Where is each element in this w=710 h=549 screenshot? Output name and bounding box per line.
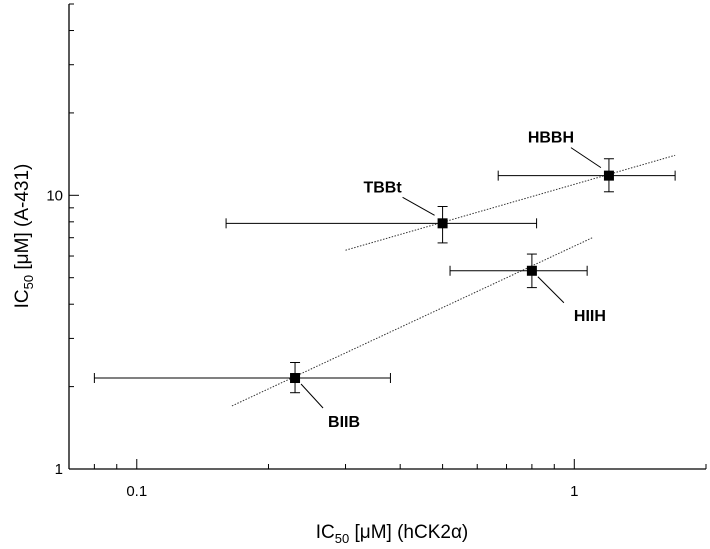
axes: 0.1 1 1 10	[46, 3, 707, 500]
data-point-group: HIIH	[449, 253, 606, 325]
label-leader-line	[402, 196, 435, 216]
trend-line	[345, 154, 676, 251]
data-point-group: HBBH	[497, 130, 676, 193]
point-label: HIIH	[574, 308, 606, 325]
point-label: TBBt	[363, 179, 402, 196]
x-tick-label: 0.1	[126, 483, 147, 500]
data-point-marker	[603, 170, 614, 181]
x-tick-label: 1	[570, 483, 578, 500]
data-point-marker	[290, 373, 301, 384]
y-axis-title: IC50 [μM] (A-431)	[12, 164, 36, 309]
data-point-marker	[526, 265, 537, 276]
point-label: BIIB	[328, 414, 360, 431]
y-tick-label: 10	[46, 187, 63, 204]
x-axis-title: IC50 [μM] (hCK2α)	[316, 522, 469, 546]
data-point-group: BIIB	[93, 361, 391, 431]
y-tick-label: 1	[55, 461, 63, 478]
label-leader-line	[300, 383, 324, 409]
trend-line	[231, 237, 593, 407]
plot-area: HBBH TBBt HIIH BIIB	[93, 130, 676, 431]
label-leader-line	[537, 276, 565, 304]
label-leader-line	[570, 147, 602, 169]
point-label: HBBH	[528, 130, 574, 147]
data-point-group: TBBt	[225, 179, 538, 244]
data-point-marker	[437, 218, 448, 229]
